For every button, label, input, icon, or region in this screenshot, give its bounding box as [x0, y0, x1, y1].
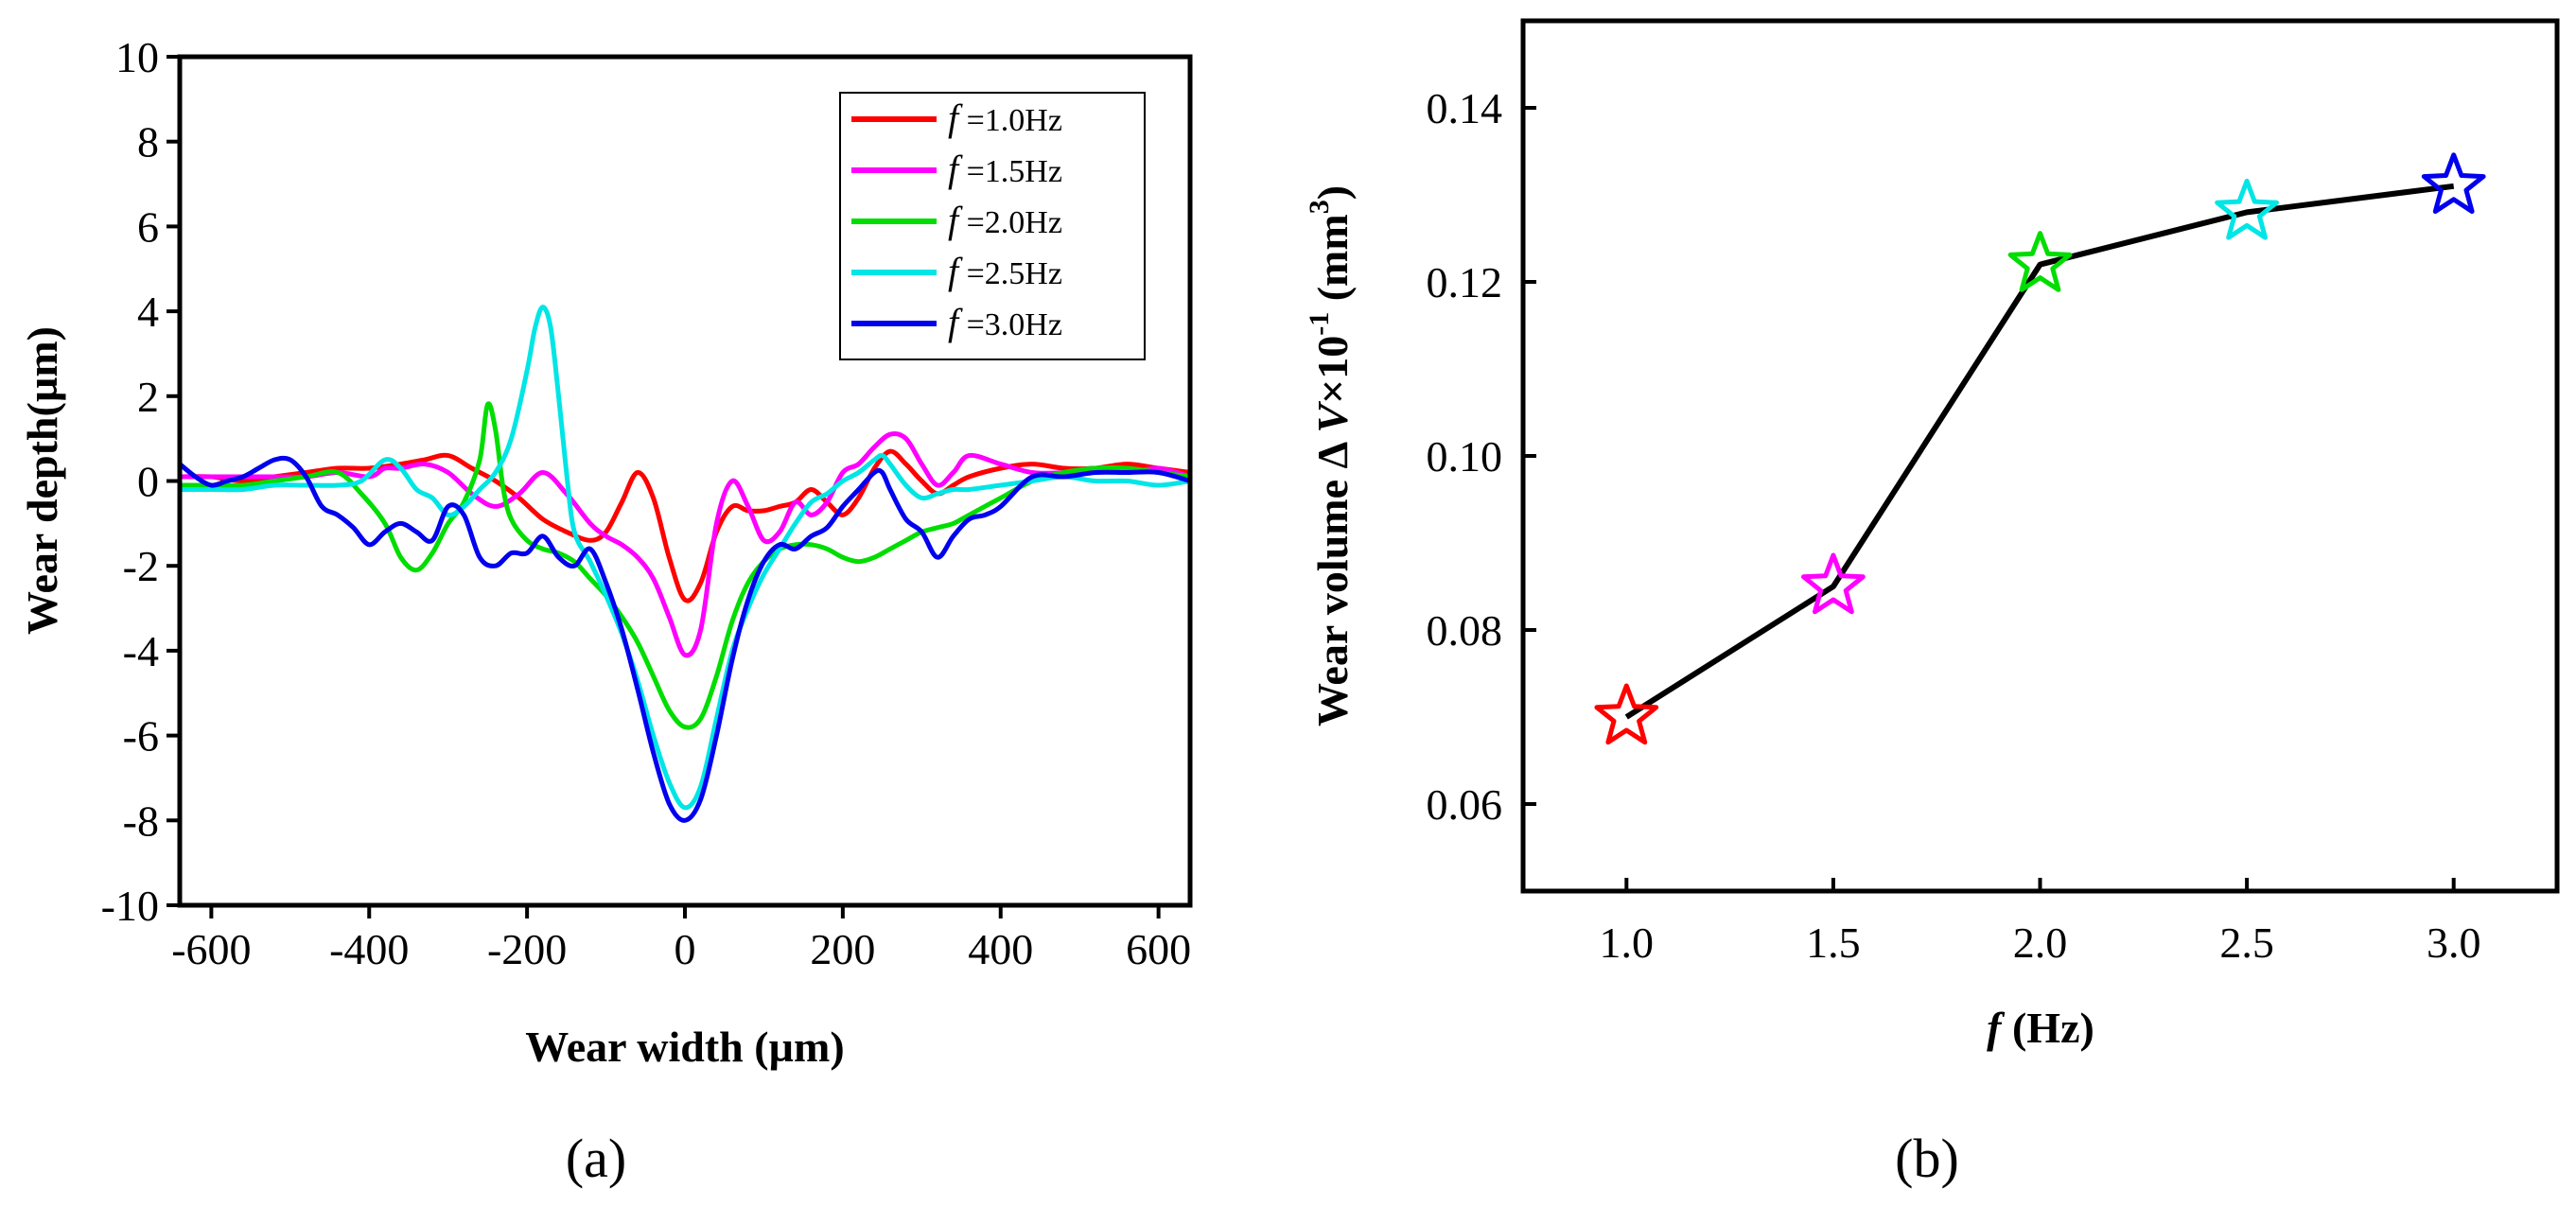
y-tick-label: -8 [123, 796, 159, 845]
panel-b-ticks: 1.0 1.5 2.0 2.5 3.0 0.06 0.08 0.10 0.12 0.14 [1427, 84, 2481, 967]
x-tick-label: 1.5 [1806, 918, 1861, 967]
y-tick-label: 0.10 [1427, 432, 1503, 481]
y-tick-label: 0 [137, 458, 159, 506]
legend-entry-2: f =1.5Hz [948, 148, 1062, 190]
panel-a-ticks: -600 -400 -200 0 200 400 600 -10 -8 -6 -4 -2 0 2 4 6 8 10 [101, 33, 1191, 973]
x-tick-label: 2.0 [2013, 918, 2068, 967]
legend-entry-1: f =1.0Hz [948, 96, 1062, 139]
panel-b-x-axis-title: f (Hz) [1987, 1004, 2094, 1052]
x-tick-label: 0 [675, 925, 696, 973]
star-marker-3 [2007, 231, 2073, 292]
star-marker-5 [2421, 152, 2486, 214]
y-tick-label: 0.08 [1427, 606, 1503, 655]
panel-b-plot-frame [1520, 18, 2560, 894]
series-line-5 [177, 455, 1193, 823]
series-line-4 [177, 305, 1193, 811]
wear-volume-line [1624, 183, 2455, 720]
x-tick-label: 1.0 [1600, 918, 1655, 967]
x-tick-label: 600 [1126, 925, 1191, 973]
y-tick-label: 4 [137, 288, 159, 336]
panel-b-series-group [1594, 152, 2486, 745]
y-tick-label: 0.06 [1427, 780, 1503, 829]
y-tick-label: 0.14 [1427, 84, 1503, 132]
star-marker-1 [1594, 683, 1659, 745]
legend-entry-4: f =2.5Hz [948, 250, 1062, 292]
x-tick-label: -600 [171, 925, 251, 973]
y-tick-label: 6 [137, 202, 159, 251]
y-tick-label: -2 [123, 542, 159, 590]
y-tick-label: 2 [137, 373, 159, 421]
y-tick-label: 10 [115, 33, 159, 81]
panel-a-label: (a) [566, 1128, 626, 1189]
panel-a-legend: f =1.0Hz f =1.5Hz f =2.0Hz f =2.5Hz f =3.0Hz [839, 92, 1146, 360]
x-tick-label: 3.0 [2427, 918, 2481, 967]
y-tick-label: -6 [123, 712, 159, 761]
x-tick-label: 200 [810, 925, 875, 973]
y-tick-label: -4 [123, 627, 159, 675]
x-tick-label: -400 [329, 925, 409, 973]
star-marker-4 [2215, 178, 2279, 240]
x-tick-label: -200 [487, 925, 567, 973]
panel-b-label: (b) [1895, 1128, 1959, 1189]
legend-box [839, 92, 1146, 360]
panel-a-chart: -600 -400 -200 0 200 400 600 -10 -8 -6 -4 -2 0 2 4 6 8 10… [18, 33, 1193, 1189]
y-tick-label: 0.12 [1427, 258, 1503, 306]
panel-a-x-axis-title: Wear width (µm) [525, 1023, 844, 1071]
series-line-3 [177, 401, 1193, 730]
panel-b-y-axis-title: Wear volume Δ V×10-1 (mm3) [1304, 185, 1357, 726]
star-marker-2 [1801, 552, 1866, 615]
legend-entry-3: f =2.0Hz [948, 199, 1062, 241]
y-tick-label: 8 [137, 118, 159, 166]
y-tick-label: -10 [101, 882, 159, 930]
x-tick-label: 2.5 [2219, 918, 2274, 967]
panel-a-y-axis-title: Wear depth(µm) [18, 326, 66, 635]
panel-a-series-group [177, 305, 1193, 823]
x-tick-label: 400 [968, 925, 1033, 973]
panel-b-chart: 1.0 1.5 2.0 2.5 3.0 0.06 0.08 0.10 0.12 0.14 f (H… [1304, 18, 2560, 1189]
legend-entry-5: f =3.0Hz [948, 301, 1062, 343]
